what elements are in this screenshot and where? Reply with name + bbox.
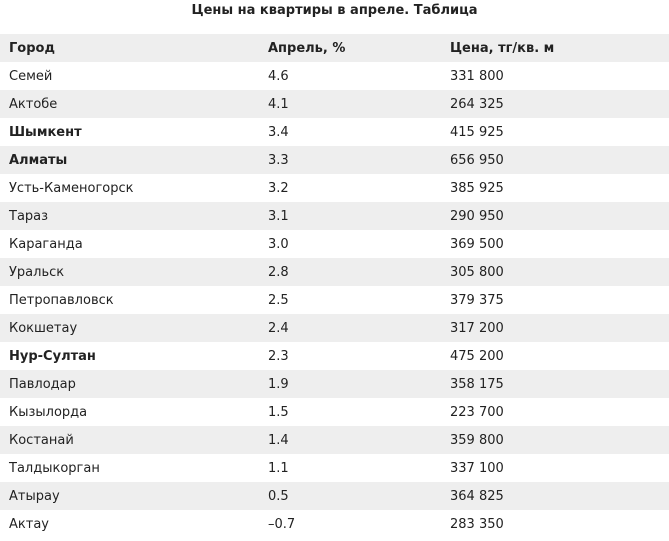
cell-price: 317 200	[450, 320, 504, 336]
column-header-price: Цена, тг/кв. м	[450, 40, 555, 56]
table-row: Павлодар 1.9 358 175	[0, 370, 669, 398]
table-row: Алматы 3.3 656 950	[0, 146, 669, 174]
cell-city: Петропавловск	[9, 292, 114, 308]
cell-april-pct: 3.1	[268, 208, 289, 224]
cell-april-pct: 3.3	[268, 152, 289, 168]
cell-city: Атырау	[9, 488, 60, 504]
cell-price: 264 325	[450, 96, 504, 112]
cell-april-pct: 3.2	[268, 180, 289, 196]
cell-city: Тараз	[9, 208, 49, 224]
table-body: Семей 4.6 331 800 Актобе 4.1 264 325 Шымкент 3.…	[0, 62, 669, 538]
cell-april-pct: 2.5	[268, 292, 289, 308]
cell-city: Павлодар	[9, 376, 76, 392]
cell-april-pct: 3.4	[268, 124, 289, 140]
cell-april-pct: 4.6	[268, 68, 289, 84]
cell-price: 290 950	[450, 208, 504, 224]
table-row: Петропавловск 2.5 379 375	[0, 286, 669, 314]
column-header-city: Город	[9, 40, 55, 56]
column-header-april-pct: Апрель, %	[268, 40, 346, 56]
cell-city: Караганда	[9, 236, 83, 252]
cell-city: Нур-Султан	[9, 348, 96, 364]
cell-city: Талдыкорган	[9, 460, 100, 476]
cell-price: 369 500	[450, 236, 504, 252]
table-row: Шымкент 3.4 415 925	[0, 118, 669, 146]
cell-price: 283 350	[450, 516, 504, 532]
cell-city: Уральск	[9, 264, 65, 280]
table-row: Кызылорда 1.5 223 700	[0, 398, 669, 426]
cell-city: Костанай	[9, 432, 74, 448]
table-row: Атырау 0.5 364 825	[0, 482, 669, 510]
cell-april-pct: 3.0	[268, 236, 289, 252]
cell-april-pct: 1.1	[268, 460, 289, 476]
table-row: Актау –0.7 283 350	[0, 510, 669, 538]
cell-april-pct: 2.4	[268, 320, 289, 336]
cell-price: 305 800	[450, 264, 504, 280]
cell-price: 364 825	[450, 488, 504, 504]
cell-city: Кокшетау	[9, 320, 78, 336]
cell-april-pct: 1.4	[268, 432, 289, 448]
table-row: Караганда 3.0 369 500	[0, 230, 669, 258]
table-row: Уральск 2.8 305 800	[0, 258, 669, 286]
cell-city: Актау	[9, 516, 49, 532]
cell-price: 415 925	[450, 124, 504, 140]
cell-price: 331 800	[450, 68, 504, 84]
cell-price: 337 100	[450, 460, 504, 476]
table-row: Семей 4.6 331 800	[0, 62, 669, 90]
cell-price: 656 950	[450, 152, 504, 168]
price-table: Город Апрель, % Цена, тг/кв. м Семей 4.6 3…	[0, 34, 669, 538]
cell-price: 358 175	[450, 376, 504, 392]
cell-price: 475 200	[450, 348, 504, 364]
table-row: Талдыкорган 1.1 337 100	[0, 454, 669, 482]
table-row: Костанай 1.4 359 800	[0, 426, 669, 454]
cell-city: Шымкент	[9, 124, 82, 140]
cell-city: Алматы	[9, 152, 68, 168]
cell-april-pct: –0.7	[268, 516, 296, 532]
cell-city: Семей	[9, 68, 53, 84]
cell-april-pct: 1.5	[268, 404, 289, 420]
cell-price: 223 700	[450, 404, 504, 420]
cell-city: Кызылорда	[9, 404, 88, 420]
table-row: Усть-Каменогорск 3.2 385 925	[0, 174, 669, 202]
cell-april-pct: 2.3	[268, 348, 289, 364]
header-row: Город Апрель, % Цена, тг/кв. м	[0, 34, 669, 62]
cell-city: Актобе	[9, 96, 58, 112]
cell-april-pct: 1.9	[268, 376, 289, 392]
table-row: Тараз 3.1 290 950	[0, 202, 669, 230]
cell-price: 359 800	[450, 432, 504, 448]
table-row: Актобе 4.1 264 325	[0, 90, 669, 118]
table-title: Цены на квартиры в апреле. Таблица	[191, 3, 478, 18]
cell-city: Усть-Каменогорск	[9, 180, 134, 196]
table-row: Нур-Султан 2.3 475 200	[0, 342, 669, 370]
cell-price: 385 925	[450, 180, 504, 196]
table-row: Кокшетау 2.4 317 200	[0, 314, 669, 342]
cell-price: 379 375	[450, 292, 504, 308]
cell-april-pct: 0.5	[268, 488, 289, 504]
cell-april-pct: 4.1	[268, 96, 289, 112]
cell-april-pct: 2.8	[268, 264, 289, 280]
